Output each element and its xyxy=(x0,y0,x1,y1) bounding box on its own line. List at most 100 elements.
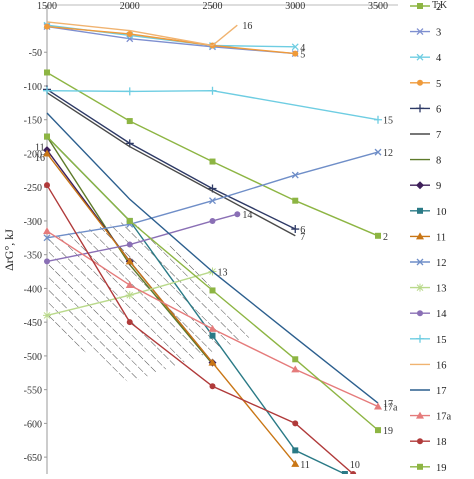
marker-circle xyxy=(209,383,216,390)
legend-title: T,K xyxy=(432,0,448,11)
y-tick-label: -100 xyxy=(24,82,42,93)
series-4 xyxy=(43,21,299,51)
series-6 xyxy=(43,85,300,234)
marker-triangle xyxy=(416,411,424,419)
marker-triangle xyxy=(374,402,382,410)
y-tick-label: -300 xyxy=(24,217,42,228)
marker-square xyxy=(375,427,381,434)
legend-item-12: 12 xyxy=(410,258,447,269)
legend-label: 17 xyxy=(436,386,447,397)
y-tick-label: -200 xyxy=(24,149,42,160)
marker-triangle xyxy=(291,365,300,373)
legend-item-2: 2 xyxy=(410,2,441,13)
marker-star xyxy=(43,311,51,320)
y-tick-label: -50 xyxy=(29,48,42,59)
legend-label: 10 xyxy=(436,207,447,218)
legend-item-18: 18 xyxy=(410,437,447,448)
series-line-7 xyxy=(46,92,296,237)
marker-triangle xyxy=(208,324,217,332)
marker-square xyxy=(209,332,216,339)
y-tick-label: -650 xyxy=(24,453,42,464)
series-7 xyxy=(46,92,296,237)
marker-triangle xyxy=(208,358,217,366)
series-label-10: 10 xyxy=(350,460,360,471)
marker-triangle xyxy=(125,257,134,265)
marker-plus xyxy=(416,334,424,343)
legend-label: 12 xyxy=(436,258,447,269)
marker-circle xyxy=(417,438,423,445)
series-label-2: 2 xyxy=(383,232,388,243)
marker-plus xyxy=(291,225,300,234)
series-15 xyxy=(43,86,382,124)
marker-square xyxy=(44,133,50,140)
series-label-16: 16 xyxy=(242,21,252,32)
y-tick-label: -150 xyxy=(24,116,42,127)
marker-square xyxy=(44,69,50,76)
marker-square xyxy=(292,447,299,454)
marker-square xyxy=(209,287,216,294)
marker-plus xyxy=(374,115,382,124)
y-tick-label: -500 xyxy=(24,352,42,363)
legend-item-14: 14 xyxy=(410,309,447,320)
marker-circle xyxy=(126,31,133,38)
marker-circle xyxy=(292,420,299,427)
marker-square xyxy=(126,217,133,224)
series-line-2 xyxy=(46,71,379,237)
legend-label: 3 xyxy=(436,28,441,39)
legend-label: 14 xyxy=(436,309,447,320)
series-line-17 xyxy=(46,112,379,404)
series-label-12: 12 xyxy=(383,148,393,159)
marker-circle xyxy=(44,258,50,265)
marker-circle xyxy=(292,50,299,57)
legend-item-3: 3 xyxy=(410,28,441,39)
marker-x xyxy=(374,148,382,156)
marker-x xyxy=(209,197,216,205)
x-tick-label: 2000 xyxy=(120,1,140,12)
series-label-14: 14 xyxy=(242,210,252,221)
marker-star xyxy=(416,283,424,292)
marker-square xyxy=(417,463,423,470)
series-label-19: 19 xyxy=(383,426,393,437)
series-label-4: 4 xyxy=(300,43,305,54)
legend-item-5: 5 xyxy=(410,79,441,90)
legend-item-4: 4 xyxy=(410,53,442,64)
annotation-label: 11 xyxy=(35,143,45,154)
y-tick-label: -400 xyxy=(24,284,42,295)
series-line-5 xyxy=(46,25,296,55)
x-tick-label: 1500 xyxy=(37,1,57,12)
legend-label: 2 xyxy=(436,2,441,13)
y-tick-label: -350 xyxy=(24,251,42,262)
marker-x xyxy=(43,234,51,242)
series-line-4 xyxy=(46,24,296,48)
series-label-6: 6 xyxy=(300,225,305,236)
series-line-15 xyxy=(46,89,379,121)
marker-circle xyxy=(126,241,133,248)
marker-square xyxy=(209,158,216,165)
legend-item-17a: 17a xyxy=(410,411,452,423)
series-16 xyxy=(46,21,238,47)
legend-label: 8 xyxy=(436,156,441,167)
legend-item-9: 9 xyxy=(410,181,441,192)
marker-plus xyxy=(125,87,134,96)
x-tick-label: 3000 xyxy=(285,1,305,12)
legend-item-13: 13 xyxy=(410,283,447,295)
legend-label: 19 xyxy=(436,463,447,474)
series-label-17: 17 xyxy=(383,399,393,410)
marker-circle xyxy=(209,217,216,224)
legend-item-16: 16 xyxy=(410,360,447,371)
series-2 xyxy=(44,69,381,239)
series-label-17a: 17a xyxy=(383,403,398,414)
marker-circle xyxy=(126,319,133,326)
marker-diamond xyxy=(416,181,424,190)
marker-circle xyxy=(44,23,50,30)
legend-label: 11 xyxy=(436,232,446,243)
y-tick-label: -250 xyxy=(24,183,42,194)
legend-item-11: 11 xyxy=(410,232,446,243)
y-tick-label: -550 xyxy=(24,386,42,397)
marker-triangle xyxy=(125,281,134,289)
y-tick-label: -600 xyxy=(24,419,42,430)
marker-square xyxy=(292,356,299,363)
marker-plus xyxy=(208,86,217,95)
